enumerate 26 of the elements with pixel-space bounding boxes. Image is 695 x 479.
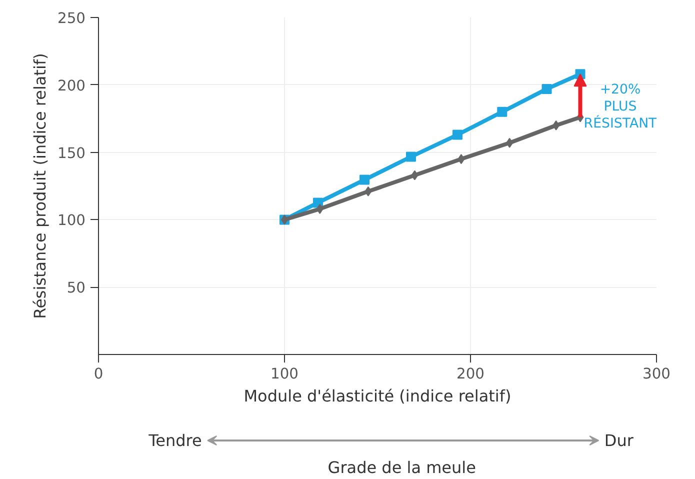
point xyxy=(364,186,372,196)
y-tick-label: 50 xyxy=(66,280,86,297)
x-tick-label: 0 xyxy=(94,366,104,382)
point xyxy=(552,120,560,130)
point xyxy=(506,138,514,148)
x-tick-label: 300 xyxy=(642,366,670,382)
annotation: +20% PLUS RÉSISTANT xyxy=(584,82,658,132)
point xyxy=(458,154,465,164)
point xyxy=(359,174,370,185)
point xyxy=(497,106,508,117)
y-tick-label: 150 xyxy=(58,144,86,162)
y-tick-label: 100 xyxy=(58,212,86,230)
text: Tendre xyxy=(148,431,202,450)
y-tick-label: 250 xyxy=(58,10,86,27)
point xyxy=(406,152,416,162)
point xyxy=(452,130,462,140)
x-axis-title: Module d'élasticité (indice relatif) xyxy=(244,386,512,406)
y-tick-label: 200 xyxy=(58,77,86,94)
point xyxy=(411,170,418,180)
y-axis-title: Résistance produit (indice relatif) xyxy=(30,53,50,319)
x-tick-label: 100 xyxy=(270,366,298,382)
point xyxy=(542,84,552,94)
text: Grade de la meule xyxy=(328,458,476,477)
text: Dur xyxy=(604,431,634,450)
x-tick-label: 200 xyxy=(456,366,484,382)
point xyxy=(316,204,324,214)
